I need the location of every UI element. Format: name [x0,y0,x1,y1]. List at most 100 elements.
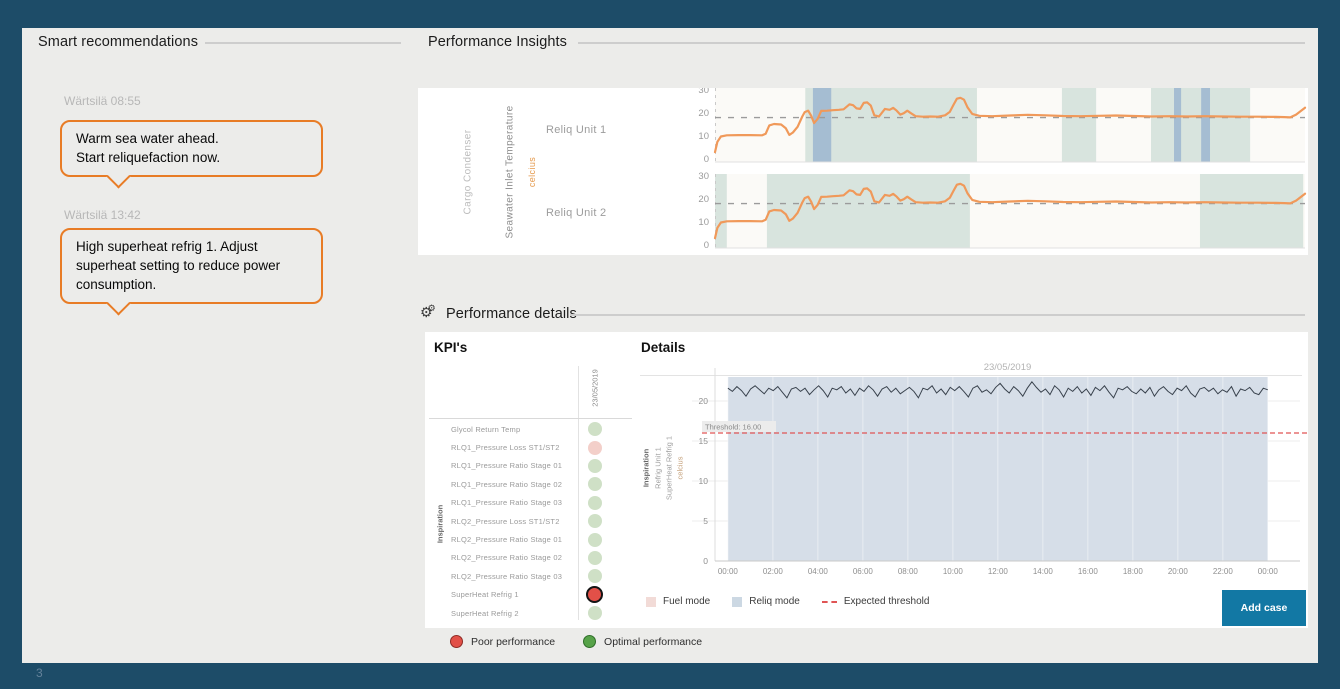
svg-text:16:00: 16:00 [1078,567,1099,576]
svg-text:08:00: 08:00 [898,567,919,576]
kpi-label: SuperHeat Refrig 1 [451,590,519,600]
kpi-label: Glycol Return Temp [451,424,521,434]
recommendation-text: High superheat refrig 1. Adjust superhea… [76,239,281,293]
svg-text:30: 30 [698,88,709,96]
kpi-label: RLQ1_Pressure Loss ST1/ST2 [451,443,560,453]
kpi-row[interactable]: SuperHeat Refrig 2 [425,604,640,622]
legend-label: Fuel mode [663,596,711,607]
kpi-column-separator [578,366,579,620]
kpi-row[interactable]: RLQ2_Pressure Ratio Stage 03 [425,567,640,585]
fuel-mode-swatch [646,596,656,607]
svg-text:06:00: 06:00 [853,567,874,576]
slide-number: 3 [36,666,43,680]
recommendation-bubble: High superheat refrig 1. Adjust superhea… [60,228,323,316]
svg-text:20:00: 20:00 [1168,567,1189,576]
bubble-tail [106,164,131,189]
svg-text:0: 0 [704,154,709,165]
svg-text:00:00: 00:00 [1258,567,1279,576]
svg-text:14:00: 14:00 [1033,567,1054,576]
svg-text:30: 30 [698,171,709,182]
legend-item-fuel-mode: Fuel mode [646,596,710,607]
svg-text:02:00: 02:00 [763,567,784,576]
kpi-label: RLQ1_Pressure Ratio Stage 01 [451,461,563,471]
performance-insights-divider [578,42,1305,44]
smart-recommendations-title: Smart recommendations [38,34,199,50]
axis-label-seawater-inlet-temperature: Seawater Inlet Temperature [504,105,516,239]
legend-label: Expected threshold [843,596,930,607]
kpi-status-dot[interactable] [586,586,603,604]
svg-text:0: 0 [703,556,708,566]
kpi-rows: Glycol Return Temp RLQ1_Pressure Loss ST1… [425,420,640,622]
kpi-label: RLQ2_Pressure Ratio Stage 03 [451,571,563,581]
insights-chart-panel: Cargo Condenser Seawater Inlet Temperatu… [418,85,1308,255]
legend-label: Reliq mode [749,596,800,607]
svg-text:10:00: 10:00 [943,567,964,576]
kpi-label: RLQ2_Pressure Ratio Stage 01 [451,535,563,545]
kpi-status-dot[interactable] [588,606,602,621]
kpi-status-dot[interactable] [588,550,602,565]
row-label-reliq-unit-1: Reliq Unit 1 [546,124,607,136]
details-title: Details [641,340,686,355]
axis-unit-celcius: celcius [527,156,537,188]
svg-text:00:00: 00:00 [718,567,739,576]
gears-icon: ⚙⚙ [420,303,436,320]
kpi-label: RLQ2_Pressure Ratio Stage 02 [451,553,563,563]
recommendation-text: Warm sea water ahead. Start reliquefacti… [76,131,221,166]
reliq-mode-swatch [732,596,743,607]
message-meta: Wärtsilä 13:42 [64,208,141,222]
legend-item-expected-threshold: Expected threshold [821,596,930,607]
kpi-column-header-date: 23/05/2019 [590,369,600,407]
kpi-row[interactable]: RLQ2_Pressure Ratio Stage 01 [425,530,640,548]
axis-label-cargo-condenser: Cargo Condenser [462,129,474,215]
kpi-row[interactable]: RLQ1_Pressure Ratio Stage 02 [425,475,640,493]
kpi-status-dot[interactable] [588,532,602,547]
kpi-row[interactable]: RLQ2_Pressure Ratio Stage 02 [425,549,640,567]
performance-insights-title: Performance Insights [428,34,568,50]
svg-text:18:00: 18:00 [1123,567,1144,576]
svg-text:22:00: 22:00 [1213,567,1234,576]
kpi-status-dot[interactable] [588,422,602,437]
kpi-row[interactable]: RLQ1_Pressure Ratio Stage 03 [425,494,640,512]
kpi-row[interactable]: RLQ1_Pressure Loss ST1/ST2 [425,438,640,456]
svg-text:15: 15 [699,436,709,446]
performance-details-divider [570,314,1305,316]
details-panel: Details Inspiration Refrig Unit 1 SuperH… [632,332,1308,628]
kpi-row[interactable]: RLQ1_Pressure Ratio Stage 01 [425,457,640,475]
kpi-status-dot[interactable] [588,458,602,473]
kpi-label: SuperHeat Refrig 2 [451,608,519,618]
kpi-row[interactable]: SuperHeat Refrig 1 [425,586,640,604]
kpi-panel: KPI's 23/05/2019 Inspiration Glycol Retu… [425,332,640,628]
legend-item-poor: Poor performance [450,635,555,648]
slide-content: Smart recommendations Wärtsilä 08:55 War… [22,28,1318,663]
expected-threshold-swatch [821,600,837,603]
legend-label: Poor performance [471,635,556,648]
insights-line-chart[interactable]: 30 20 10 0 30 20 10 0 [418,85,1308,255]
kpi-label: RLQ1_Pressure Ratio Stage 02 [451,479,563,489]
details-legend: Fuel mode Reliq mode Expected threshold [646,596,929,607]
kpi-label: RLQ1_Pressure Ratio Stage 03 [451,498,563,508]
kpi-status-dot[interactable] [588,495,602,510]
svg-text:10: 10 [699,476,709,486]
kpi-legend: Poor performance Optimal performance [450,635,702,648]
details-line-chart[interactable]: 23/05/2019 00:00 02:00 04:00 06:00 08:00 10:00… [632,358,1308,593]
kpi-label: RLQ2_Pressure Loss ST1/ST2 [451,516,560,526]
svg-text:04:00: 04:00 [808,567,829,576]
details-title-rule [640,375,1302,376]
kpi-status-dot[interactable] [588,514,602,529]
legend-item-reliq-mode: Reliq mode [732,596,800,607]
add-case-button[interactable]: Add case [1222,590,1306,626]
svg-text:12:00: 12:00 [988,567,1009,576]
svg-text:10: 10 [698,217,709,228]
svg-text:23/05/2019: 23/05/2019 [984,362,1032,373]
kpi-status-dot[interactable] [588,477,602,492]
kpi-row[interactable]: RLQ2_Pressure Loss ST1/ST2 [425,512,640,530]
legend-item-optimal: Optimal performance [583,635,702,648]
svg-text:Threshold: 16.00: Threshold: 16.00 [705,423,761,432]
poor-performance-swatch [450,635,463,648]
message-meta: Wärtsilä 08:55 [64,94,141,108]
kpi-row[interactable]: Glycol Return Temp [425,420,640,438]
kpi-status-dot[interactable] [588,440,602,455]
legend-label: Optimal performance [604,635,703,648]
kpi-status-dot[interactable] [588,569,602,584]
recommendation-bubble: Warm sea water ahead. Start reliquefacti… [60,120,323,189]
